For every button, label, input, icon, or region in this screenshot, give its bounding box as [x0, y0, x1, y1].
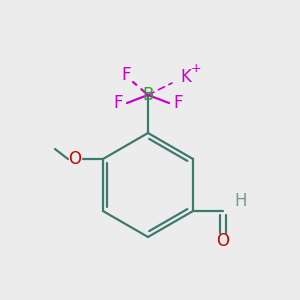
- Text: B: B: [142, 86, 154, 104]
- Text: H: H: [235, 192, 247, 210]
- Text: F: F: [113, 94, 123, 112]
- Text: K: K: [181, 68, 191, 86]
- Text: O: O: [217, 232, 230, 250]
- Text: F: F: [121, 66, 131, 84]
- Text: F: F: [173, 94, 183, 112]
- Text: O: O: [68, 150, 82, 168]
- Text: +: +: [191, 62, 201, 76]
